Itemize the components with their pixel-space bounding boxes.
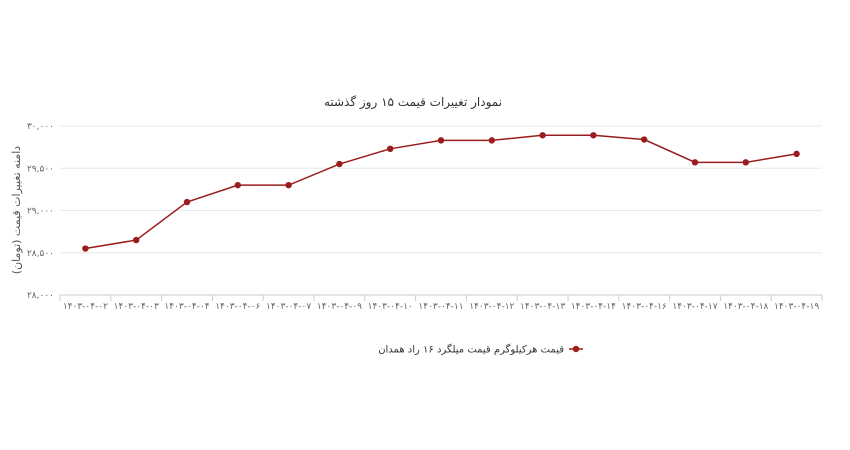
series-line xyxy=(85,134,797,250)
data-point[interactable] xyxy=(691,159,699,166)
data-point[interactable] xyxy=(285,181,292,189)
y-tick-label: ۲۸,۵۰۰ xyxy=(27,249,54,259)
data-point[interactable] xyxy=(488,137,495,144)
data-point[interactable] xyxy=(133,236,140,244)
y-axis-ticks: ۲۸,۰۰۰ ۲۸,۵۰۰ ۲۹,۰۰۰ ۲۹,۵۰۰ ۳۰,۰۰۰ xyxy=(27,122,54,301)
x-tick-label: ۱۴۰۳-۰۴-۱۴ xyxy=(571,302,616,312)
x-tick-label: ۱۴۰۳-۰۴-۱۲ xyxy=(469,302,514,312)
data-point[interactable] xyxy=(742,159,749,166)
legend-marker xyxy=(572,345,580,353)
data-point[interactable] xyxy=(539,132,546,139)
x-axis: ۱۴۰۳-۰۴-۰۲ ۱۴۰۳-۰۴-۰۳ ۱۴۰۳-۰۴-۰۴ ۱۴۰۳-۰۴-۰۶… xyxy=(59,295,823,312)
y-tick-label: ۲۸,۰۰۰ xyxy=(27,291,54,301)
data-point[interactable] xyxy=(793,150,800,158)
data-point[interactable] xyxy=(234,181,241,189)
y-tick-label: ۲۹,۰۰۰ xyxy=(27,207,54,217)
x-tick-label: ۱۴۰۳-۰۴-۰۷ xyxy=(266,302,311,312)
data-point[interactable] xyxy=(437,137,445,144)
x-tick-label: ۱۴۰۳-۰۴-۱۷ xyxy=(672,302,717,312)
data-point[interactable] xyxy=(183,198,191,206)
y-tick-label: ۲۹,۵۰۰ xyxy=(27,164,54,174)
y-tick-label: ۳۰,۰۰۰ xyxy=(27,122,54,132)
x-tick-label: ۱۴۰۳-۰۴-۱۶ xyxy=(622,302,667,312)
x-tick-label: ۱۴۰۳-۰۴-۱۱ xyxy=(418,302,463,312)
data-point[interactable] xyxy=(590,132,597,139)
x-tick-label: ۱۴۰۳-۰۴-۰۳ xyxy=(114,302,159,312)
legend-label: قیمت هرکیلوگرم قیمت میلگرد ۱۶ راد همدان xyxy=(378,344,564,356)
x-tick-label: ۱۴۰۳-۰۴-۱۹ xyxy=(774,302,819,312)
x-tick-label: ۱۴۰۳-۰۴-۱۳ xyxy=(520,302,565,312)
legend[interactable]: قیمت هرکیلوگرم قیمت میلگرد ۱۶ راد همدان xyxy=(378,344,583,356)
data-point[interactable] xyxy=(336,160,343,168)
x-tick-label: ۱۴۰۳-۰۴-۱۰ xyxy=(368,302,413,312)
x-tick-label: ۱۴۰۳-۰۴-۰۹ xyxy=(317,302,362,312)
data-point[interactable] xyxy=(82,245,89,252)
x-tick-label: ۱۴۰۳-۰۴-۰۶ xyxy=(215,302,260,312)
grid-lines xyxy=(60,125,822,296)
data-point[interactable] xyxy=(387,145,394,153)
series-group xyxy=(82,132,800,252)
data-point[interactable] xyxy=(641,136,648,143)
x-tick-label: ۱۴۰۳-۰۴-۱۸ xyxy=(723,302,768,312)
x-tick-label: ۱۴۰۳-۰۴-۰۲ xyxy=(63,302,108,312)
x-tick-label: ۱۴۰۳-۰۴-۰۴ xyxy=(164,302,209,312)
y-axis-label: دامنه تغییرات قیمت (تومان) xyxy=(10,146,23,275)
chart-title: نمودار تغییرات قیمت ۱۵ روز گذشته xyxy=(324,95,502,110)
